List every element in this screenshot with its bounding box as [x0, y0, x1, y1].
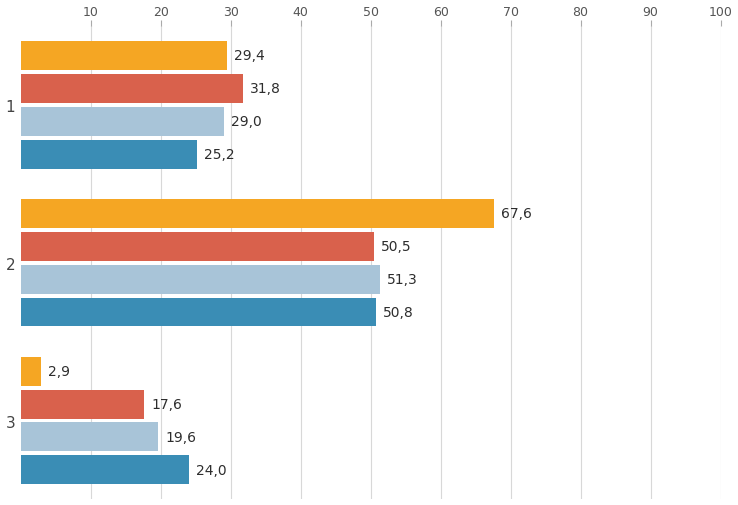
Text: 29,0: 29,0 [231, 115, 261, 129]
Bar [21, 42, 227, 71]
Bar [21, 75, 244, 104]
Text: 50,5: 50,5 [382, 240, 412, 254]
Bar [21, 298, 376, 327]
Text: 19,6: 19,6 [165, 430, 196, 444]
Bar [21, 357, 41, 386]
Text: 31,8: 31,8 [250, 82, 281, 96]
Text: 25,2: 25,2 [204, 148, 235, 162]
Bar [21, 108, 224, 136]
Bar [21, 423, 158, 451]
Bar [21, 390, 144, 419]
Text: 24,0: 24,0 [196, 463, 227, 477]
Text: 50,8: 50,8 [383, 306, 414, 319]
Bar [21, 199, 494, 228]
Text: 29,4: 29,4 [233, 49, 264, 63]
Bar [21, 232, 374, 261]
Bar [21, 265, 380, 294]
Bar [21, 140, 197, 169]
Bar [21, 456, 189, 484]
Text: 17,6: 17,6 [151, 397, 182, 411]
Text: 51,3: 51,3 [387, 273, 418, 286]
Text: 67,6: 67,6 [501, 207, 531, 221]
Text: 2,9: 2,9 [48, 365, 70, 378]
